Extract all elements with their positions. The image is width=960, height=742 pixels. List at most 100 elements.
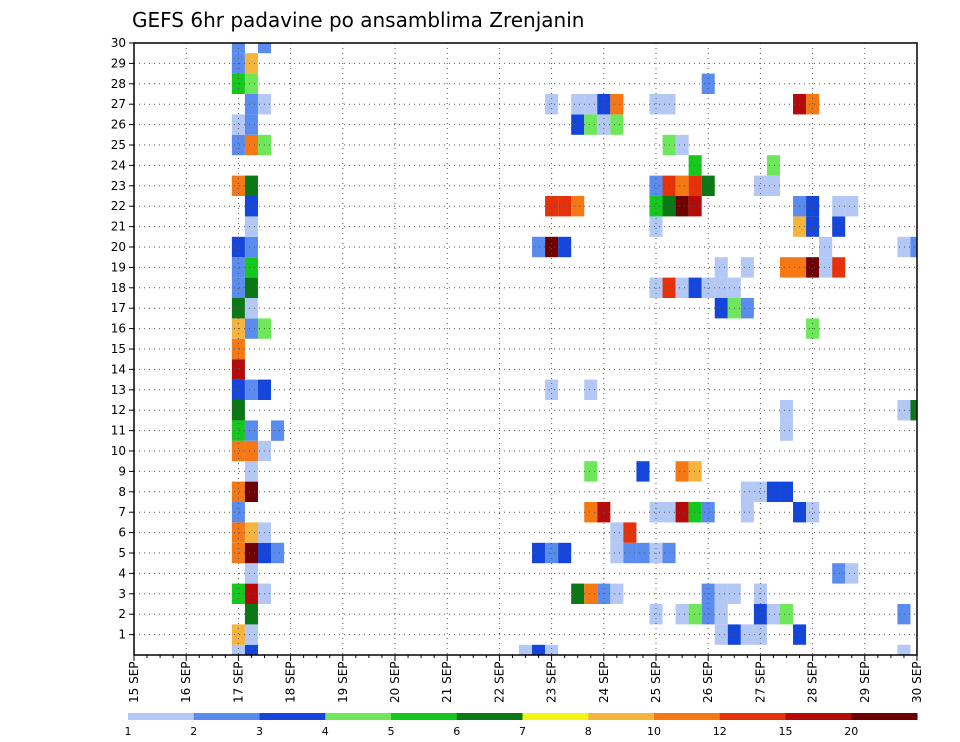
heatmap-cell <box>779 604 794 625</box>
x-tick-label: 20 SEP <box>388 661 402 703</box>
heatmap-cell <box>714 624 728 645</box>
heatmap-cell <box>675 502 689 523</box>
heatmap-cell <box>897 400 911 421</box>
heatmap-cell <box>714 257 728 278</box>
y-tick-label: 6 <box>118 526 126 540</box>
heatmap-cell <box>231 440 245 462</box>
y-tick-label: 28 <box>111 77 126 91</box>
legend-swatch <box>851 713 918 720</box>
heatmap-cell <box>753 604 767 625</box>
heatmap-cell <box>806 502 820 523</box>
heatmap-cell <box>766 175 780 196</box>
x-tick-label: 26 SEP <box>701 661 715 703</box>
heatmap-cell <box>244 236 258 258</box>
heatmap-cell <box>910 400 917 421</box>
heatmap-cell <box>649 94 663 115</box>
y-tick-label: 12 <box>111 403 126 417</box>
heatmap-cell <box>714 604 728 625</box>
heatmap-cell <box>244 318 258 339</box>
y-tick-label: 29 <box>111 56 126 70</box>
heatmap-cell <box>649 502 663 523</box>
heatmap-cell <box>610 583 624 604</box>
legend-swatch <box>654 713 721 720</box>
y-tick-label: 16 <box>111 322 126 336</box>
heatmap-cell <box>688 175 702 196</box>
heatmap-cell <box>610 542 624 564</box>
heatmap-cell <box>231 379 245 400</box>
heatmap-cell <box>244 461 258 482</box>
heatmap-cell <box>244 94 258 115</box>
heatmap-cell <box>753 481 767 502</box>
y-tick-label: 9 <box>118 464 126 478</box>
heatmap-cell <box>584 583 598 604</box>
heatmap-cell <box>584 379 598 400</box>
y-tick-label: 3 <box>118 587 126 601</box>
heatmap-cell <box>545 379 559 400</box>
heatmap-cell <box>231 502 245 523</box>
legend-label: 3 <box>256 725 263 738</box>
heatmap-cell <box>832 563 846 584</box>
heatmap-cell <box>766 604 780 625</box>
heatmap-cell <box>897 644 911 655</box>
heatmap-cell <box>779 481 794 502</box>
x-tick-label: 22 SEP <box>492 661 506 703</box>
legend-swatch <box>128 713 195 720</box>
legend-label: 8 <box>585 725 592 738</box>
heatmap-cell <box>231 522 245 543</box>
heatmap-cell <box>532 644 546 655</box>
heatmap-cell <box>244 257 258 278</box>
heatmap-cell <box>545 236 559 258</box>
y-tick-label: 27 <box>111 97 126 111</box>
heatmap-cell <box>244 73 258 94</box>
heatmap-cell <box>571 114 585 135</box>
heatmap-cell <box>753 624 767 645</box>
heatmap-cell <box>806 257 820 278</box>
heatmap-cell <box>584 114 598 135</box>
x-tick-label: 29 SEP <box>858 661 872 703</box>
legend-label: 7 <box>519 725 526 738</box>
heatmap-cell <box>597 114 611 135</box>
heatmap-cell <box>244 604 258 625</box>
heatmap-cell <box>244 114 258 135</box>
heatmap-cell <box>610 114 624 135</box>
y-axis-ticks: 1234567891011121314151617181920212223242… <box>111 36 134 642</box>
heatmap-cell <box>675 461 689 482</box>
heatmap-cell <box>244 216 258 237</box>
y-tick-label: 2 <box>118 607 126 621</box>
heatmap-cell <box>244 624 258 645</box>
y-tick-label: 18 <box>111 281 126 295</box>
heatmap-cell <box>231 624 245 645</box>
x-tick-label: 23 SEP <box>545 661 559 703</box>
heatmap-cell <box>649 196 663 217</box>
heatmap-cell <box>597 94 611 115</box>
heatmap-cell <box>806 94 820 115</box>
y-tick-label: 23 <box>111 179 126 193</box>
heatmap-cell <box>244 134 258 156</box>
heatmap-cell <box>518 644 533 655</box>
legend-label: 15 <box>779 725 793 738</box>
heatmap-cell <box>701 502 715 523</box>
heatmap-cell <box>257 43 272 54</box>
y-tick-label: 14 <box>111 362 126 376</box>
heatmap-cell <box>610 522 624 543</box>
legend-label: 1 <box>125 725 132 738</box>
legend-swatch <box>719 713 786 720</box>
heatmap-cell <box>597 502 611 523</box>
heatmap-cell <box>231 114 245 135</box>
heatmap-cell <box>231 644 245 655</box>
heatmap-cell <box>244 481 258 502</box>
heatmap-cell <box>819 257 833 278</box>
y-tick-label: 22 <box>111 199 126 213</box>
x-tick-label: 24 SEP <box>597 661 611 703</box>
y-tick-label: 15 <box>111 342 126 356</box>
heatmap-cell <box>545 94 559 115</box>
y-tick-label: 8 <box>118 485 126 499</box>
x-tick-label: 18 SEP <box>284 661 298 703</box>
x-tick-label: 25 SEP <box>649 661 663 703</box>
heatmap-cell <box>688 604 702 625</box>
heatmap-cell <box>244 583 258 604</box>
heatmap-cell <box>584 502 598 523</box>
heatmap-cell <box>740 502 754 523</box>
heatmap-cell <box>832 257 846 278</box>
heatmap-cell <box>584 94 598 115</box>
